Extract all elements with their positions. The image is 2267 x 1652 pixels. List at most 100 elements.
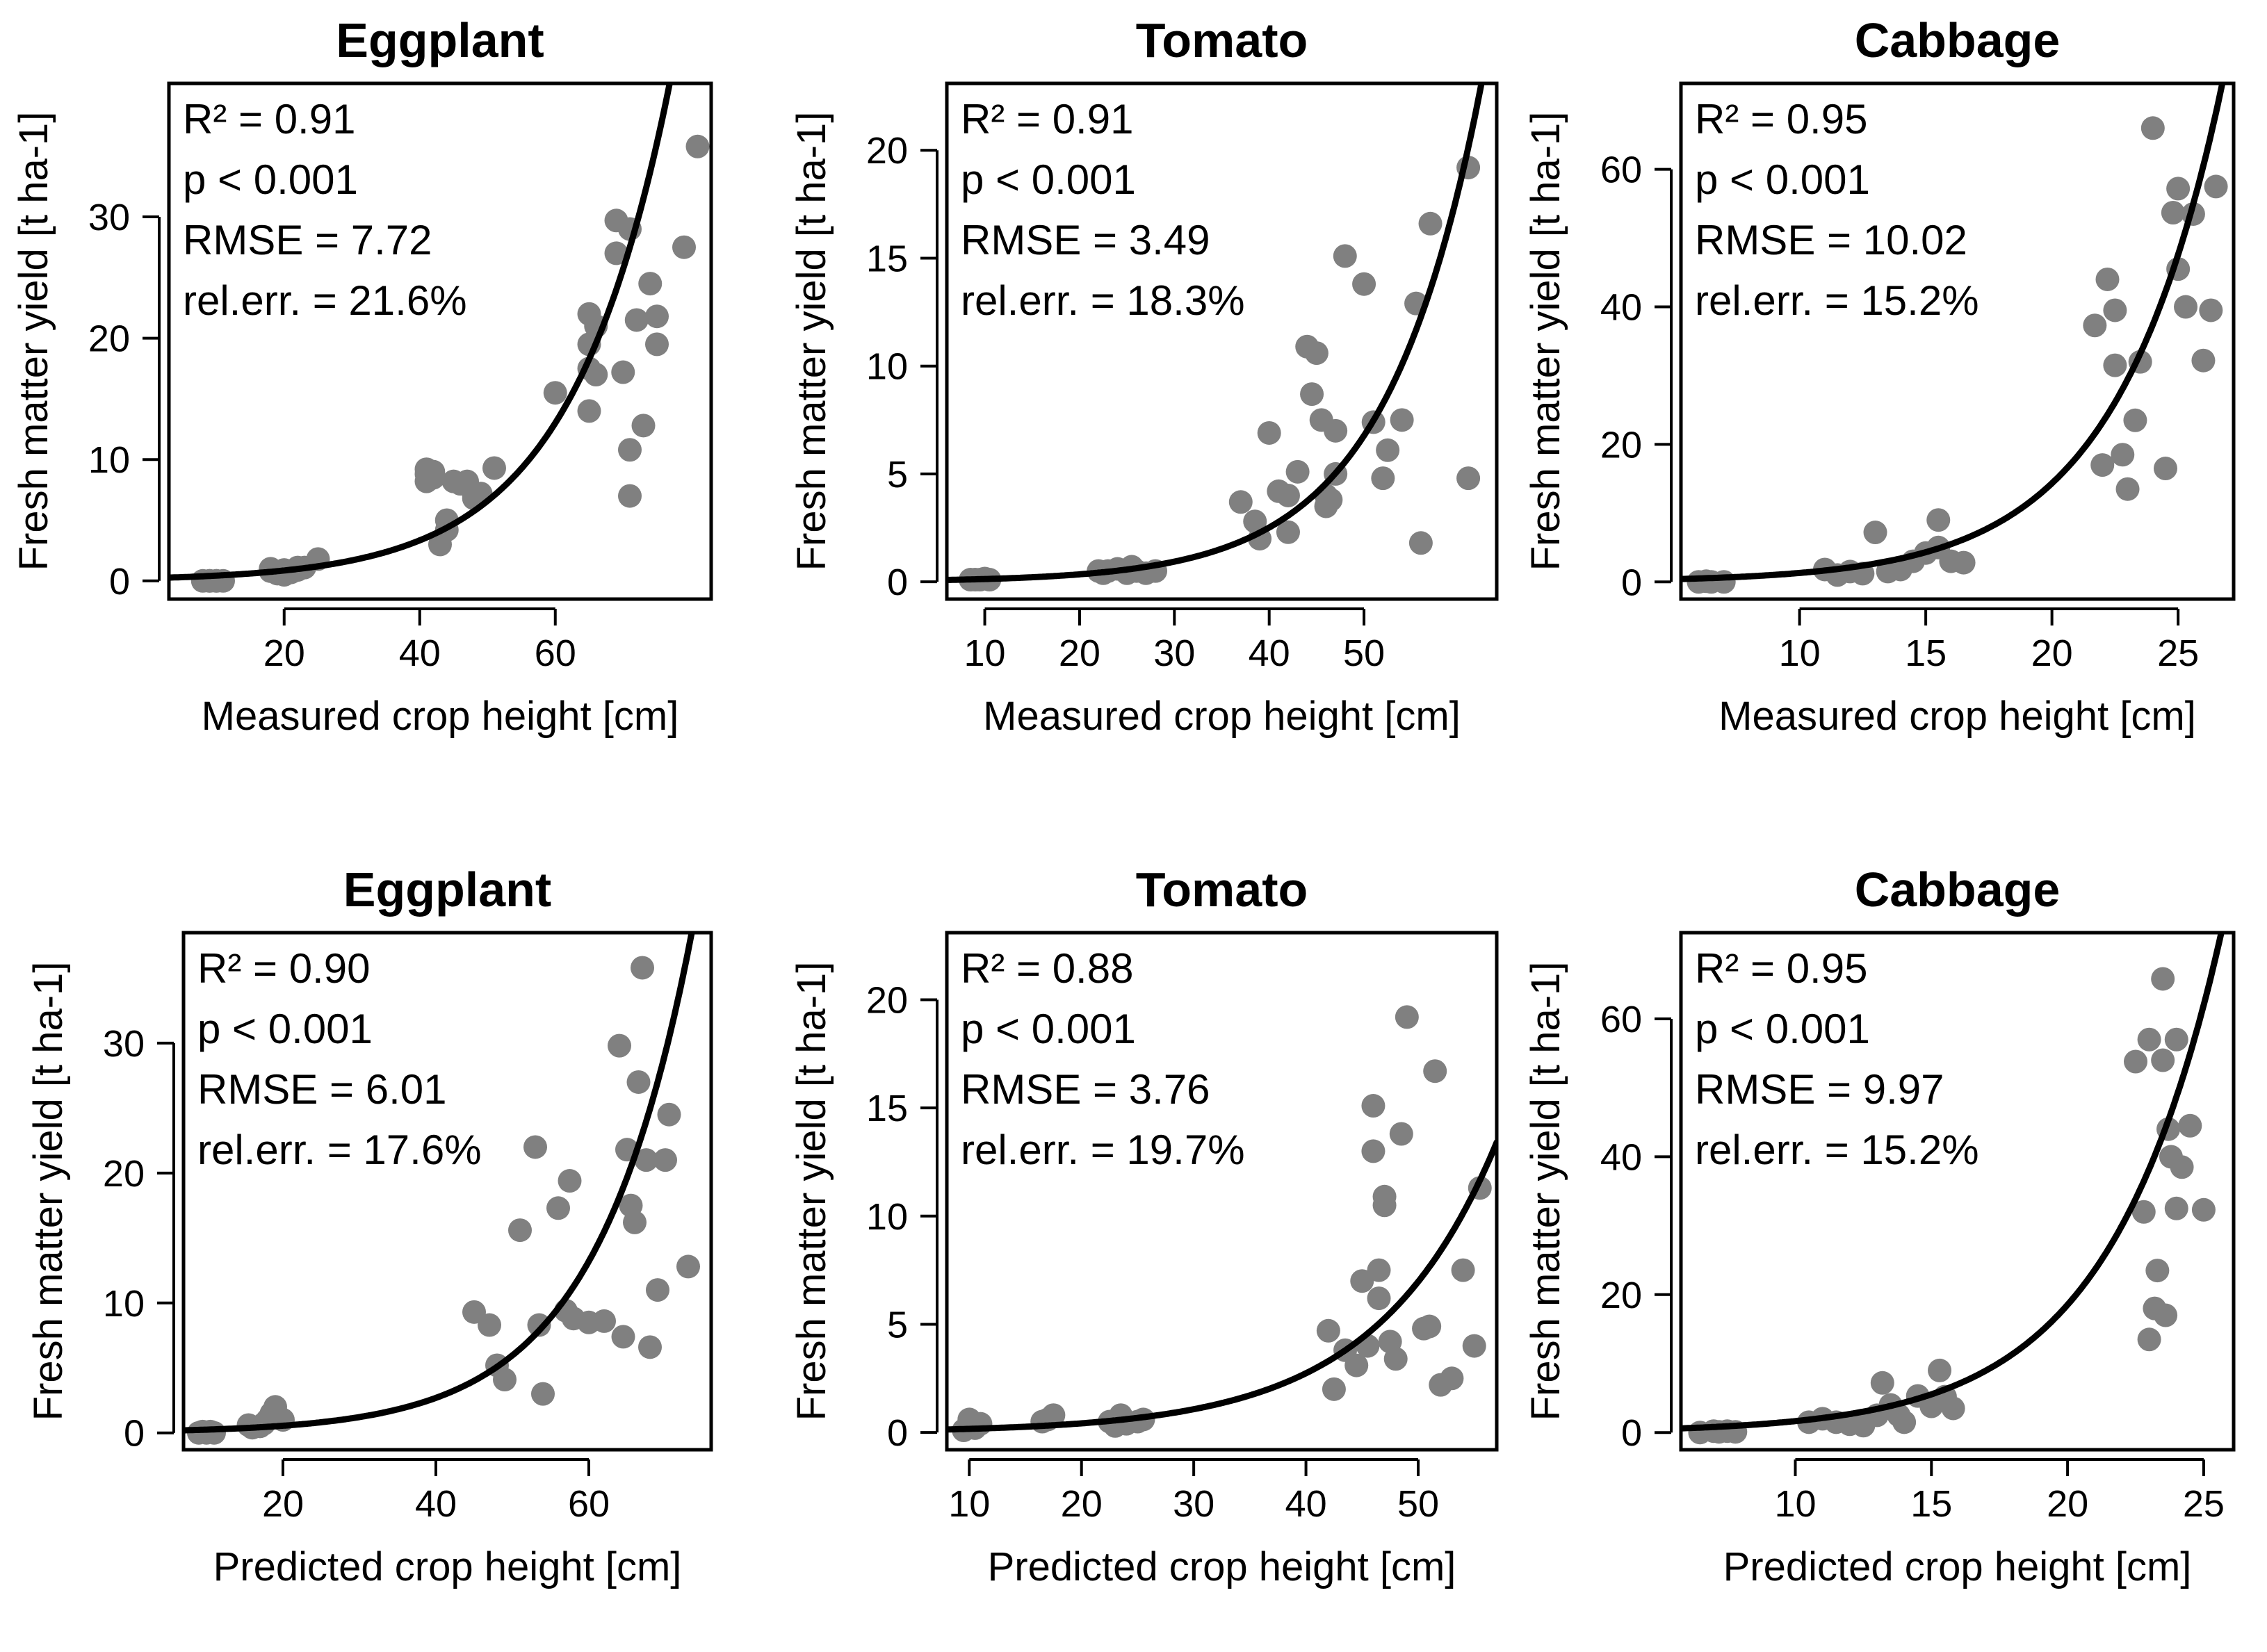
stat-rmse: RMSE = 3.49 bbox=[961, 217, 1210, 263]
stat-relerr: rel.err. = 21.6% bbox=[183, 277, 467, 324]
data-point bbox=[2111, 443, 2135, 467]
data-point bbox=[1372, 1184, 1397, 1209]
data-point bbox=[2145, 1259, 2170, 1283]
x-axis-title: Measured crop height [cm] bbox=[1718, 694, 2196, 739]
data-point bbox=[1316, 1318, 1340, 1343]
y-axis-title: Fresh matter yield [t ha-1] bbox=[1523, 962, 1568, 1421]
stats-annotation: R² = 0.90 p < 0.001 RMSE = 6.01 rel.err. = … bbox=[197, 945, 482, 1173]
data-point bbox=[1350, 1269, 1374, 1293]
data-point bbox=[2103, 353, 2127, 377]
data-point bbox=[2140, 116, 2165, 140]
data-point bbox=[523, 1135, 547, 1159]
data-point bbox=[1395, 1005, 1419, 1029]
data-point bbox=[2191, 348, 2216, 373]
stats-annotation: R² = 0.95 p < 0.001 RMSE = 9.97 rel.err. = … bbox=[1695, 945, 1979, 1173]
data-point bbox=[2199, 298, 2223, 322]
y-tick-label: 0 bbox=[109, 561, 130, 603]
stats-annotation: R² = 0.88 p < 0.001 RMSE = 3.76 rel.err. = … bbox=[961, 945, 1245, 1173]
fit-curve-group bbox=[1681, 933, 2225, 1432]
data-point bbox=[631, 414, 656, 438]
y-tick-label: 20 bbox=[88, 318, 130, 360]
stat-p: p < 0.001 bbox=[197, 1006, 373, 1052]
data-point bbox=[624, 308, 649, 332]
stat-r2: R² = 0.91 bbox=[961, 96, 1133, 142]
x-tick-label: 10 bbox=[1774, 1483, 1816, 1525]
data-point bbox=[626, 1070, 651, 1094]
fit-curve bbox=[1681, 83, 2226, 582]
y-tick-label: 40 bbox=[1600, 1136, 1642, 1178]
data-point bbox=[1352, 272, 1376, 296]
y-axis-title: Fresh matter yield [t ha-1] bbox=[11, 112, 56, 571]
x-axis: 20 40 60 Measured crop height [cm] bbox=[202, 607, 679, 739]
x-tick-label: 10 bbox=[1779, 632, 1821, 674]
x-axis: 20 40 60 Predicted crop height [cm] bbox=[213, 1458, 682, 1589]
data-point bbox=[1417, 1314, 1442, 1339]
data-point bbox=[631, 956, 654, 980]
data-point bbox=[623, 1210, 647, 1234]
y-tick-label: 10 bbox=[866, 346, 908, 388]
y-tick-label: 20 bbox=[1600, 1275, 1642, 1316]
y-tick-label: 10 bbox=[103, 1283, 145, 1325]
x-tick-label: 10 bbox=[948, 1483, 990, 1525]
x-tick-label: 60 bbox=[568, 1483, 610, 1525]
data-point bbox=[634, 1148, 658, 1172]
data-point bbox=[1371, 466, 1395, 491]
data-points bbox=[187, 956, 700, 1445]
data-point bbox=[592, 1309, 616, 1333]
data-point bbox=[2154, 1303, 2178, 1327]
x-tick-label: 30 bbox=[1153, 632, 1195, 674]
y-tick-label: 0 bbox=[887, 1412, 908, 1454]
data-point bbox=[1285, 459, 1310, 484]
data-points bbox=[1687, 116, 2228, 594]
x-tick-label: 50 bbox=[1343, 632, 1385, 674]
x-tick-label: 40 bbox=[1249, 632, 1290, 674]
stats-annotation: R² = 0.95 p < 0.001 RMSE = 10.02 rel.err. =… bbox=[1695, 96, 1979, 324]
data-point bbox=[2151, 1048, 2175, 1072]
x-tick-label: 30 bbox=[1173, 1483, 1214, 1525]
panel-top-left: Eggplant 20 40 60 Measured crop height [cm] 0… bbox=[11, 13, 713, 739]
data-point bbox=[531, 1382, 555, 1406]
x-axis-title: Predicted crop height [cm] bbox=[213, 1544, 682, 1589]
data-point bbox=[2166, 177, 2191, 201]
x-axis: 10 20 30 40 50 Measured crop height [cm] bbox=[964, 607, 1461, 739]
y-axis: 0 20 40 60 Fresh matter yield [t ha-1] bbox=[1523, 112, 1673, 603]
data-point bbox=[1941, 1396, 1965, 1421]
fit-curve bbox=[947, 1139, 1497, 1433]
data-point bbox=[611, 1325, 635, 1349]
data-point bbox=[1928, 1358, 1952, 1382]
data-point bbox=[672, 235, 696, 259]
stats-annotation: R² = 0.91 p < 0.001 RMSE = 3.49 rel.err. = … bbox=[961, 96, 1245, 324]
x-tick-label: 20 bbox=[1059, 632, 1100, 674]
plot-frame bbox=[1679, 931, 2236, 1452]
stat-rmse: RMSE = 6.01 bbox=[197, 1066, 447, 1113]
data-point bbox=[653, 1148, 677, 1172]
data-point bbox=[546, 1196, 570, 1220]
data-point bbox=[1456, 466, 1481, 491]
data-point bbox=[2124, 1049, 2148, 1074]
data-point bbox=[2153, 457, 2177, 481]
data-point bbox=[2103, 298, 2127, 322]
data-point bbox=[577, 399, 601, 423]
data-point bbox=[1333, 244, 1357, 268]
data-point bbox=[2191, 1197, 2216, 1222]
data-point bbox=[645, 304, 669, 329]
x-tick-label: 10 bbox=[964, 632, 1006, 674]
data-point bbox=[638, 272, 663, 296]
stat-p: p < 0.001 bbox=[183, 156, 358, 203]
x-tick-label: 25 bbox=[2183, 1483, 2225, 1525]
data-point bbox=[1361, 1094, 1386, 1118]
data-point bbox=[2083, 313, 2107, 338]
stat-relerr: rel.err. = 17.6% bbox=[197, 1127, 482, 1173]
panel-title: Eggplant bbox=[336, 13, 544, 67]
y-tick-label: 60 bbox=[1600, 999, 1642, 1040]
fit-curve-group bbox=[169, 83, 673, 581]
data-point bbox=[1418, 211, 1443, 236]
data-point bbox=[2178, 1113, 2202, 1138]
data-point bbox=[1423, 1059, 1447, 1083]
data-point bbox=[1304, 341, 1328, 366]
y-tick-label: 60 bbox=[1600, 149, 1642, 191]
data-point bbox=[1300, 382, 1324, 407]
y-tick-label: 15 bbox=[866, 238, 908, 279]
data-point bbox=[611, 360, 635, 384]
